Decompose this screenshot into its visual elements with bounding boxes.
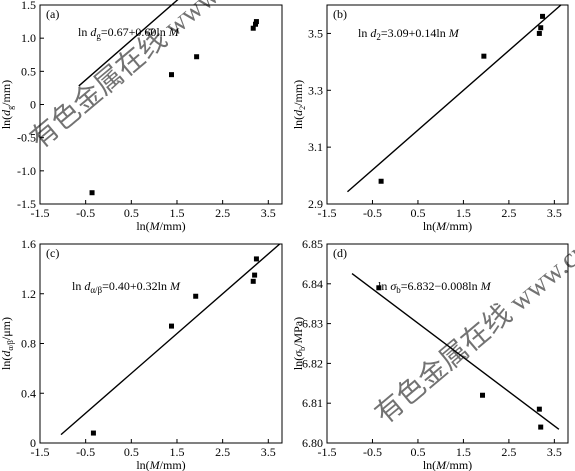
y-tick-label: 3.5 bbox=[308, 26, 323, 40]
x-tick-label: 1.5 bbox=[169, 445, 184, 459]
data-point bbox=[193, 293, 199, 299]
x-axis-title: ln(M/mm) bbox=[136, 219, 185, 233]
data-point bbox=[536, 30, 542, 36]
fit-line bbox=[60, 243, 281, 436]
x-axis-title: ln(M/mm) bbox=[423, 458, 472, 471]
x-tick-label: 3.5 bbox=[261, 445, 276, 459]
data-point bbox=[169, 72, 175, 78]
panel-a: -1.5 -0.5 0.5 1.5 2.5 3.5 -1.5 -1.0 -0.5 0 0.5 1.0 1… bbox=[0, 0, 283, 233]
y-tick-label: 0.8 bbox=[21, 337, 36, 351]
x-tick-label: 3.5 bbox=[261, 206, 276, 220]
data-point bbox=[540, 13, 546, 19]
y-tick-label: 3.3 bbox=[308, 83, 323, 97]
x-tick-label: -0.5 bbox=[363, 206, 382, 220]
data-point bbox=[253, 21, 259, 27]
y-tick-label: 3.1 bbox=[308, 140, 323, 154]
fit-equation: ln dg=0.67+0.60ln M bbox=[78, 25, 180, 41]
x-tick-label: 0.5 bbox=[410, 445, 425, 459]
y-tick-label: 6.84 bbox=[302, 277, 323, 291]
data-point bbox=[538, 25, 544, 31]
data-point bbox=[538, 424, 544, 430]
y-tick-label: 1.5 bbox=[21, 0, 36, 12]
panel-b: -1.5 -0.5 0.5 1.5 2.5 3.5 2.9 3.1 3.3 3.5 (b) ln d2… bbox=[291, 4, 569, 233]
x-tick-label: 2.5 bbox=[215, 445, 230, 459]
fit-line bbox=[347, 4, 562, 193]
y-tick-label: 0 bbox=[30, 436, 36, 450]
data-point bbox=[252, 272, 258, 278]
y-tick-label: 6.80 bbox=[302, 436, 323, 450]
fit-equation: ln σb=6.832−0.008ln M bbox=[378, 279, 492, 295]
y-tick-label: -1.5 bbox=[17, 197, 36, 211]
x-tick-label: 0.5 bbox=[124, 206, 139, 220]
data-point bbox=[378, 178, 384, 184]
x-tick-label: 2.5 bbox=[215, 206, 230, 220]
x-tick-label: -1.5 bbox=[318, 206, 337, 220]
x-tick-label: 1.5 bbox=[456, 445, 471, 459]
y-axis-title: ln(dα/β/μm) bbox=[0, 317, 15, 370]
data-point bbox=[250, 278, 256, 284]
panel-d: -1.5 -0.5 0.5 1.5 2.5 3.5 6.80 6.81 6.82 6.83 6.84… bbox=[291, 237, 569, 471]
y-tick-label: 6.83 bbox=[302, 317, 323, 331]
y-tick-label: 6.81 bbox=[302, 396, 323, 410]
plot-frame bbox=[326, 243, 569, 444]
x-tick-label: 3.5 bbox=[547, 445, 562, 459]
data-point bbox=[169, 323, 175, 329]
x-tick-label: 2.5 bbox=[501, 206, 516, 220]
x-tick-label: 2.5 bbox=[501, 445, 516, 459]
fit-equation: ln dα/β=0.40+0.32ln M bbox=[72, 279, 181, 295]
panel-label: (a) bbox=[46, 7, 59, 21]
y-tick-label: 0.4 bbox=[21, 386, 36, 400]
data-point bbox=[253, 256, 259, 262]
x-tick-label: 0.5 bbox=[410, 206, 425, 220]
y-tick-label: 6.82 bbox=[302, 356, 323, 370]
y-tick-label: -1.0 bbox=[17, 164, 36, 178]
fit-line bbox=[351, 273, 560, 430]
x-tick-label: 1.5 bbox=[456, 206, 471, 220]
x-tick-label: -1.5 bbox=[31, 206, 50, 220]
data-point bbox=[89, 190, 95, 196]
y-axis-title: ln(dg/mm) bbox=[0, 80, 15, 129]
y-tick-label: 0 bbox=[30, 98, 36, 112]
x-tick-label: -0.5 bbox=[76, 445, 95, 459]
fit-equation: ln d2=3.09+0.14ln M bbox=[358, 26, 460, 42]
y-axis-title: ln(d2/mm) bbox=[291, 80, 307, 129]
data-point bbox=[376, 285, 382, 291]
x-tick-label: 0.5 bbox=[124, 445, 139, 459]
x-tick-label: -0.5 bbox=[363, 445, 382, 459]
data-point bbox=[250, 25, 256, 31]
data-point bbox=[253, 19, 259, 25]
y-tick-label: 0.5 bbox=[21, 64, 36, 78]
y-axis-title: ln(σb/MPa) bbox=[291, 317, 307, 370]
x-tick-label: -0.5 bbox=[76, 206, 95, 220]
panel-label: (c) bbox=[46, 246, 59, 260]
plot-frame bbox=[326, 4, 569, 205]
y-tick-label: -0.5 bbox=[17, 131, 36, 145]
x-axis-title: ln(M/mm) bbox=[136, 458, 185, 471]
panel-c: -1.5 -0.5 0.5 1.5 2.5 3.5 0 0.4 0.8 1.2 1.6 (c) ln d… bbox=[0, 237, 283, 471]
y-tick-label: 1.0 bbox=[21, 31, 36, 45]
panel-label: (d) bbox=[333, 246, 347, 260]
panel-label: (b) bbox=[333, 7, 347, 21]
y-tick-label: 1.6 bbox=[21, 237, 36, 251]
fit-line bbox=[78, 0, 179, 87]
x-tick-label: -1.5 bbox=[318, 445, 337, 459]
data-point bbox=[90, 430, 96, 436]
y-tick-label: 1.2 bbox=[21, 287, 36, 301]
watermark-a: 有色金属在线 www.cnnmol.com bbox=[24, 0, 336, 155]
data-point bbox=[194, 54, 200, 60]
y-tick-label: 6.85 bbox=[302, 237, 323, 251]
data-point bbox=[536, 406, 542, 412]
data-point bbox=[481, 53, 487, 59]
x-axis-title: ln(M/mm) bbox=[423, 219, 472, 233]
y-tick-label: 2.9 bbox=[308, 197, 323, 211]
x-tick-label: 3.5 bbox=[547, 206, 562, 220]
x-tick-label: -1.5 bbox=[31, 445, 50, 459]
watermark-d: 有色金属在线 www.cnnmol.com bbox=[369, 161, 575, 430]
data-point bbox=[480, 392, 486, 398]
x-tick-label: 1.5 bbox=[169, 206, 184, 220]
